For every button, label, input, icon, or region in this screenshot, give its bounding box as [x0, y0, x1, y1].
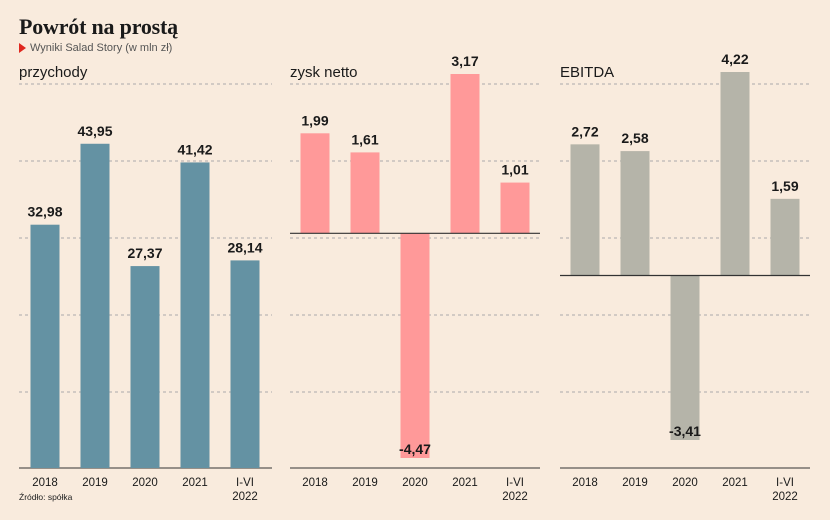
- data-label: 1,99: [301, 112, 328, 128]
- bar: [670, 275, 700, 440]
- bar: [450, 74, 480, 234]
- x-tick-label: 2021: [182, 477, 208, 489]
- data-label: 43,95: [77, 123, 112, 139]
- chart-title: Powrót na prostą: [19, 14, 178, 39]
- x-tick-label: I-VI: [236, 477, 254, 489]
- x-tick-label: 2019: [622, 477, 648, 489]
- data-label: 1,01: [501, 162, 528, 178]
- panel-title: przychody: [19, 64, 88, 81]
- triangle-marker-icon: [19, 43, 26, 53]
- x-tick-label: 2022: [232, 491, 258, 503]
- data-label: 1,59: [771, 178, 798, 194]
- bar: [80, 143, 110, 469]
- bar: [500, 182, 530, 234]
- x-tick-label: 2020: [672, 477, 698, 489]
- bar: [350, 152, 380, 234]
- x-tick-label: 2018: [572, 477, 598, 489]
- x-tick-label: 2019: [352, 477, 378, 489]
- x-tick-label: I-VI: [776, 477, 794, 489]
- data-label: 32,98: [27, 204, 62, 220]
- data-label: 2,58: [621, 130, 648, 146]
- source-note: Źródło: spółka: [19, 492, 73, 502]
- x-tick-label: 2018: [302, 477, 328, 489]
- data-label: 3,17: [451, 53, 478, 69]
- data-label: 41,42: [177, 141, 212, 157]
- data-label: 1,61: [351, 131, 378, 147]
- panel-title: zysk netto: [290, 64, 358, 81]
- x-tick-label: 2022: [772, 491, 798, 503]
- x-tick-label: 2021: [722, 477, 748, 489]
- bar: [230, 260, 260, 468]
- subtitle-row: Wyniki Salad Story (w mln zł): [19, 42, 172, 54]
- subtitle: Wyniki Salad Story (w mln zł): [30, 42, 173, 54]
- x-tick-label: 2020: [402, 477, 428, 489]
- panel-3: EBITDA 2,72 2018 2,58 2019 -3,41 2020 4,22 2021 1…: [560, 51, 810, 503]
- panel-1: przychody 32,98 2018 43,95 2019 27,37 2020 41,4…: [19, 64, 272, 503]
- bar: [770, 198, 800, 276]
- data-label: 28,14: [227, 239, 262, 255]
- x-tick-label: 2019: [82, 477, 108, 489]
- x-tick-label: 2021: [452, 477, 478, 489]
- data-label: 27,37: [127, 245, 162, 261]
- x-tick-label: 2022: [502, 491, 528, 503]
- data-label: -4,47: [399, 441, 431, 457]
- panel-2: zysk netto 1,99 2018 1,61 2019 -4,47 2020 3,17 2…: [290, 53, 540, 503]
- x-tick-label: 2020: [132, 477, 158, 489]
- bar: [180, 162, 210, 468]
- bar: [30, 224, 60, 468]
- bar: [570, 144, 600, 276]
- panel-title: EBITDA: [560, 64, 614, 81]
- data-label: -3,41: [669, 423, 701, 439]
- bar: [130, 266, 160, 468]
- bar: [300, 133, 330, 234]
- x-tick-label: 2018: [32, 477, 58, 489]
- x-tick-label: I-VI: [506, 477, 524, 489]
- bar: [620, 151, 650, 276]
- data-label: 4,22: [721, 51, 748, 67]
- bar: [400, 233, 430, 458]
- bar: [720, 72, 750, 276]
- data-label: 2,72: [571, 123, 598, 139]
